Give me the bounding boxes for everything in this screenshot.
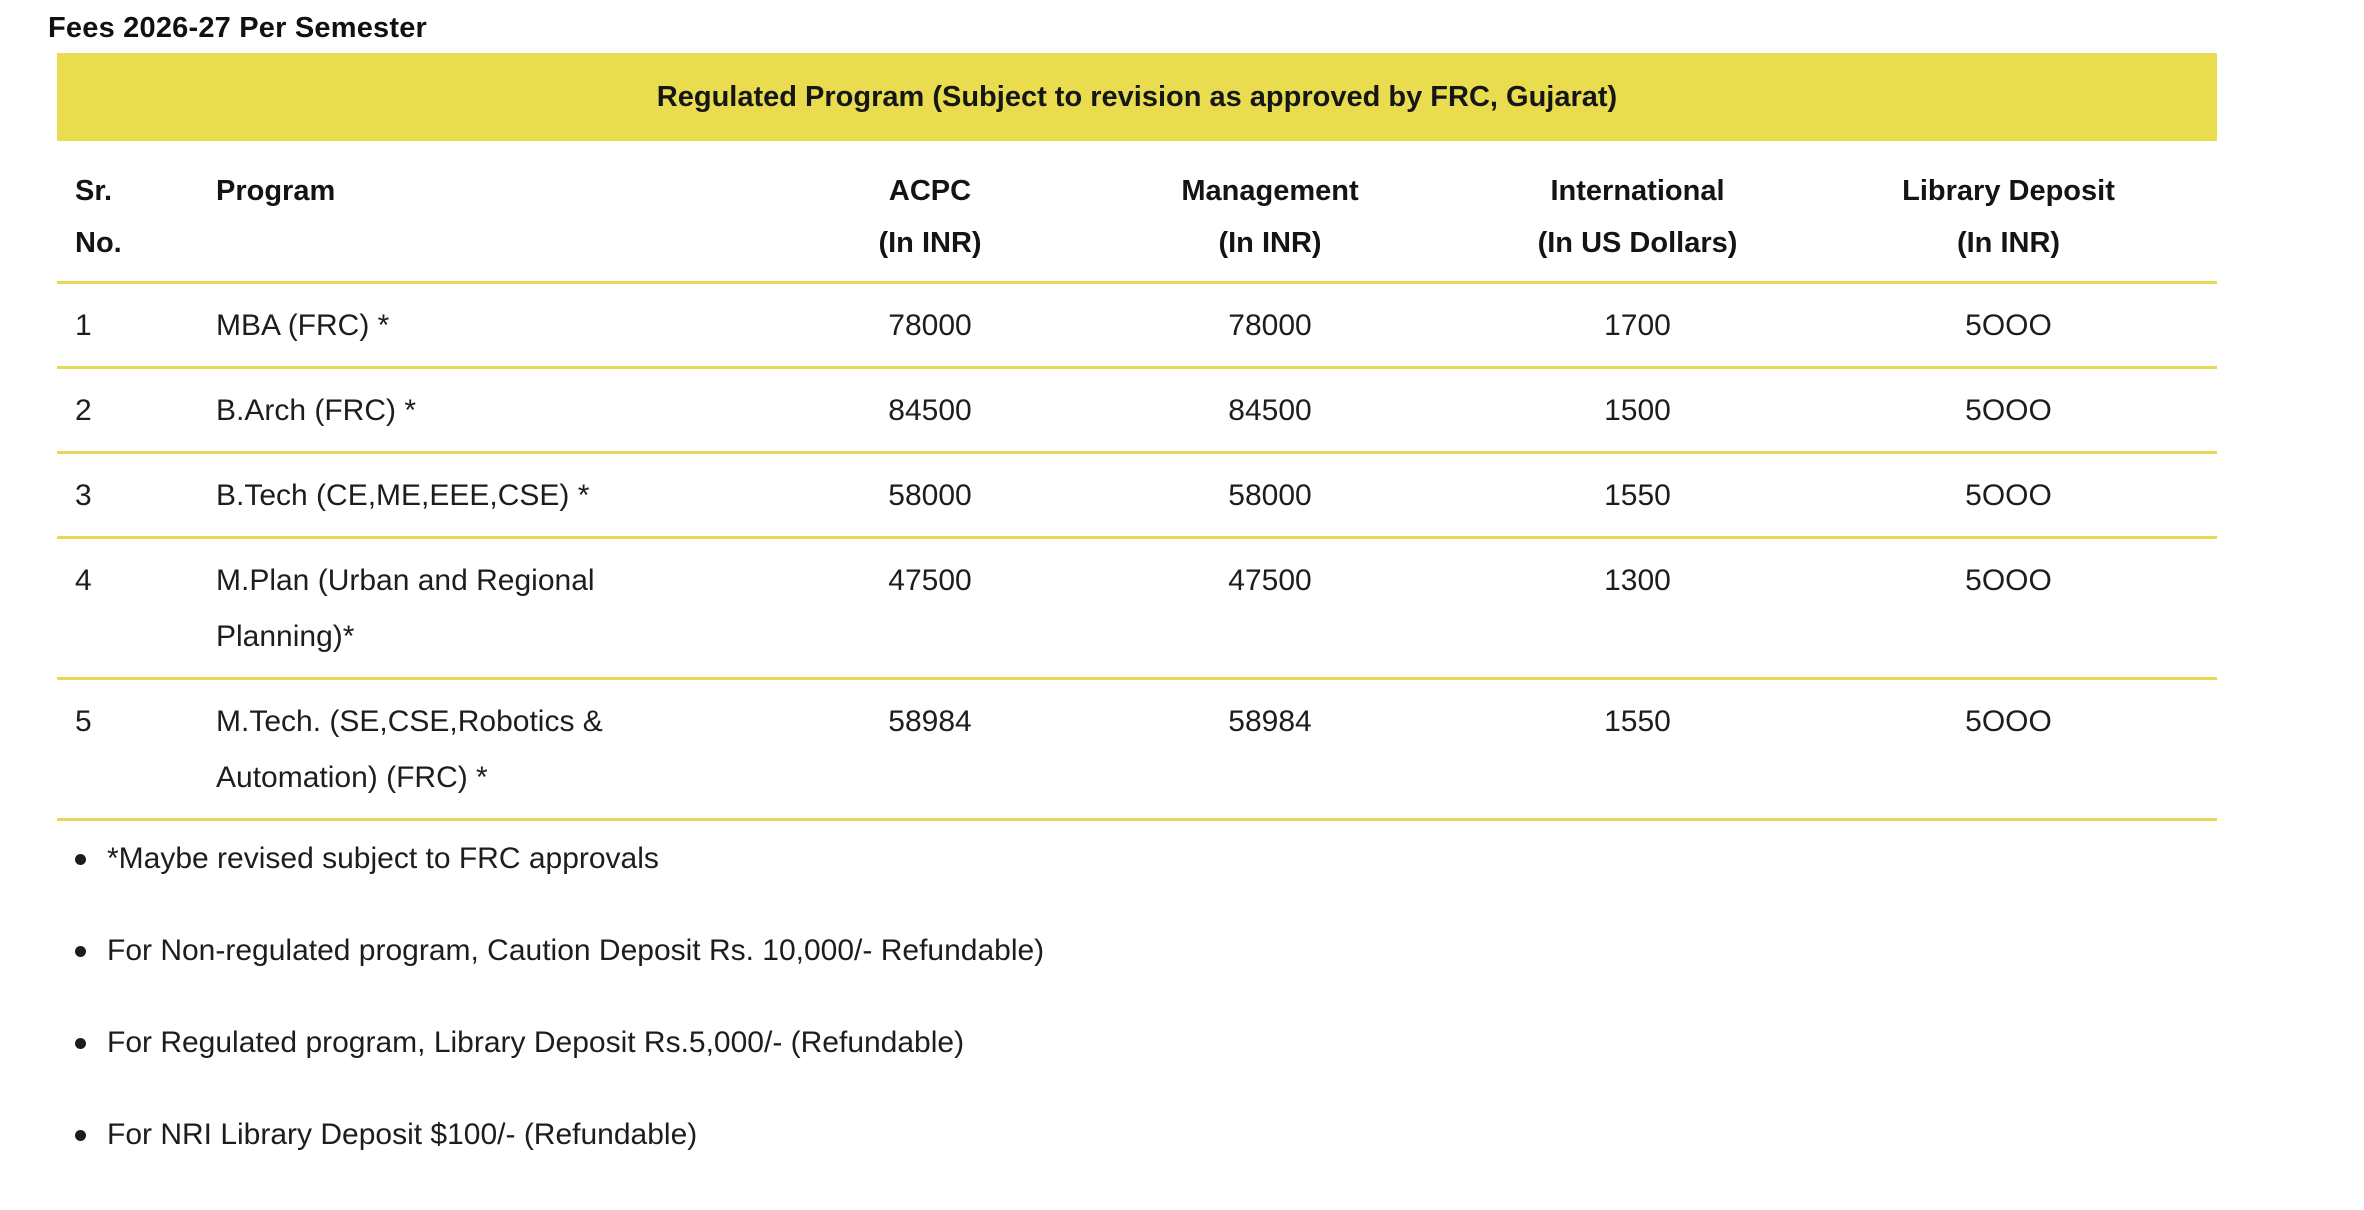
- program-cell: M.Plan (Urban and Regional Planning)*: [195, 537, 795, 680]
- note-text: For Non-regulated program, Caution Depos…: [107, 934, 1045, 967]
- header-line: (In INR): [1956, 227, 2061, 259]
- fees-page: Fees 2026-27 Per Semester Regulated Prog…: [0, 12, 2364, 1157]
- header-line: Library Deposit: [1902, 175, 2115, 207]
- note-item: For NRI Library Deposit $100/- (Refundab…: [75, 1113, 2364, 1157]
- header-sr-no: Sr. No.: [57, 141, 195, 284]
- table-row-5: 5 M.Tech. (SE,CSE,Robotics & Automation)…: [57, 678, 2217, 821]
- program-cell: B.Arch (FRC) *: [195, 367, 795, 454]
- header-line: Management: [1181, 175, 1359, 207]
- table-row-3: 3 B.Tech (CE,ME,EEE,CSE) * 58000 58000 1…: [57, 452, 2217, 539]
- sr-cell: 2: [57, 367, 195, 454]
- header-line: No.: [75, 227, 122, 259]
- note-text: For Regulated program, Library Deposit R…: [107, 1026, 965, 1059]
- bullet-icon: [75, 946, 86, 957]
- regulated-program-banner: Regulated Program (Subject to revision a…: [57, 53, 2217, 141]
- international-cell: 1550: [1475, 452, 1800, 539]
- header-management: Management (In INR): [1065, 141, 1475, 284]
- header-line: (In US Dollars): [1537, 227, 1738, 259]
- sr-cell: 4: [57, 537, 195, 680]
- management-cell: 58000: [1065, 452, 1475, 539]
- library-deposit-cell: 5OOO: [1800, 537, 2217, 680]
- program-text: B.Tech (CE,ME,EEE,CSE) *: [216, 479, 590, 512]
- bullet-icon: [75, 1130, 86, 1141]
- note-text: *Maybe revised subject to FRC approvals: [107, 842, 659, 875]
- table-header-row: Sr. No. Program ACPC (In INR) Management…: [57, 141, 2217, 284]
- sr-cell: 5: [57, 678, 195, 821]
- table-row-2: 2 B.Arch (FRC) * 84500 84500 1500 5OOO: [57, 367, 2217, 454]
- header-line: Sr.: [75, 175, 113, 207]
- sr-cell: 1: [57, 282, 195, 369]
- header-line: (In INR): [878, 227, 982, 259]
- library-deposit-cell: 5OOO: [1800, 452, 2217, 539]
- fees-table: Sr. No. Program ACPC (In INR) Management…: [57, 141, 2217, 821]
- header-acpc: ACPC (In INR): [795, 141, 1065, 284]
- program-text: B.Arch (FRC) *: [216, 394, 417, 427]
- library-deposit-cell: 5OOO: [1800, 678, 2217, 821]
- sr-cell: 3: [57, 452, 195, 539]
- international-cell: 1500: [1475, 367, 1800, 454]
- header-library-deposit: Library Deposit (In INR): [1800, 141, 2217, 284]
- program-cell: MBA (FRC) *: [195, 282, 795, 369]
- banner-text: Regulated Program (Subject to revision a…: [656, 80, 1618, 113]
- program-text: M.Tech. (SE,CSE,Robotics & Automation) (…: [216, 705, 603, 794]
- management-cell: 78000: [1065, 282, 1475, 369]
- bullet-icon: [75, 1038, 86, 1049]
- note-item: *Maybe revised subject to FRC approvals: [75, 837, 2364, 881]
- note-item: For Regulated program, Library Deposit R…: [75, 1021, 2364, 1065]
- note-item: For Non-regulated program, Caution Depos…: [75, 929, 2364, 973]
- management-cell: 58984: [1065, 678, 1475, 821]
- international-cell: 1300: [1475, 537, 1800, 680]
- notes-list: *Maybe revised subject to FRC approvals …: [75, 837, 2364, 1157]
- table-row-4: 4 M.Plan (Urban and Regional Planning)* …: [57, 537, 2217, 680]
- program-cell: M.Tech. (SE,CSE,Robotics & Automation) (…: [195, 678, 795, 821]
- header-program: Program: [195, 141, 795, 284]
- management-cell: 47500: [1065, 537, 1475, 680]
- library-deposit-cell: 5OOO: [1800, 282, 2217, 369]
- note-text: For NRI Library Deposit $100/- (Refundab…: [107, 1118, 698, 1151]
- acpc-cell: 84500: [795, 367, 1065, 454]
- library-deposit-cell: 5OOO: [1800, 367, 2217, 454]
- acpc-cell: 47500: [795, 537, 1065, 680]
- international-cell: 1550: [1475, 678, 1800, 821]
- management-cell: 84500: [1065, 367, 1475, 454]
- program-text: MBA (FRC) *: [216, 309, 390, 342]
- acpc-cell: 78000: [795, 282, 1065, 369]
- acpc-cell: 58984: [795, 678, 1065, 821]
- bullet-icon: [75, 854, 86, 865]
- international-cell: 1700: [1475, 282, 1800, 369]
- header-line: Program: [216, 175, 336, 207]
- acpc-cell: 58000: [795, 452, 1065, 539]
- header-international: International (In US Dollars): [1475, 141, 1800, 284]
- page-title: Fees 2026-27 Per Semester: [48, 12, 428, 44]
- program-cell: B.Tech (CE,ME,EEE,CSE) *: [195, 452, 795, 539]
- header-line: International: [1550, 175, 1725, 207]
- table-row-1: 1 MBA (FRC) * 78000 78000 1700 5OOO: [57, 282, 2217, 369]
- header-line: ACPC: [888, 175, 972, 207]
- program-text: M.Plan (Urban and Regional Planning)*: [216, 564, 595, 653]
- header-line: (In INR): [1218, 227, 1322, 259]
